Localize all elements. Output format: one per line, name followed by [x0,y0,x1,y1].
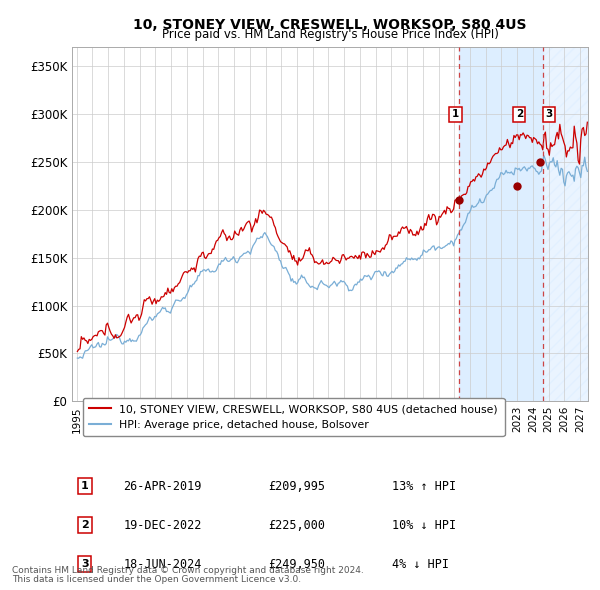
Text: Contains HM Land Registry data © Crown copyright and database right 2024.: Contains HM Land Registry data © Crown c… [12,566,364,575]
Text: This data is licensed under the Open Government Licence v3.0.: This data is licensed under the Open Gov… [12,575,301,584]
Bar [460,47,543,401]
Text: 18-JUN-2024: 18-JUN-2024 [124,558,202,571]
Text: 3: 3 [81,559,89,569]
Text: 10% ↓ HPI: 10% ↓ HPI [392,519,456,532]
Text: 2: 2 [515,109,523,119]
Legend: 10, STONEY VIEW, CRESWELL, WORKSOP, S80 4US (detached house), HPI: Average price: 10, STONEY VIEW, CRESWELL, WORKSOP, S80 … [83,398,505,436]
Text: 4% ↓ HPI: 4% ↓ HPI [392,558,449,571]
Text: £225,000: £225,000 [268,519,325,532]
Bar [543,47,588,401]
Text: 19-DEC-2022: 19-DEC-2022 [124,519,202,532]
Text: £249,950: £249,950 [268,558,325,571]
Text: 3: 3 [545,109,553,119]
Text: 13% ↑ HPI: 13% ↑ HPI [392,480,456,493]
Text: 10, STONEY VIEW, CRESWELL, WORKSOP, S80 4US: 10, STONEY VIEW, CRESWELL, WORKSOP, S80 … [133,18,527,32]
Text: Price paid vs. HM Land Registry's House Price Index (HPI): Price paid vs. HM Land Registry's House … [161,28,499,41]
Text: £209,995: £209,995 [268,480,325,493]
Text: 1: 1 [452,109,459,119]
Text: 26-APR-2019: 26-APR-2019 [124,480,202,493]
Text: 1: 1 [81,481,89,491]
Text: 2: 2 [81,520,89,530]
